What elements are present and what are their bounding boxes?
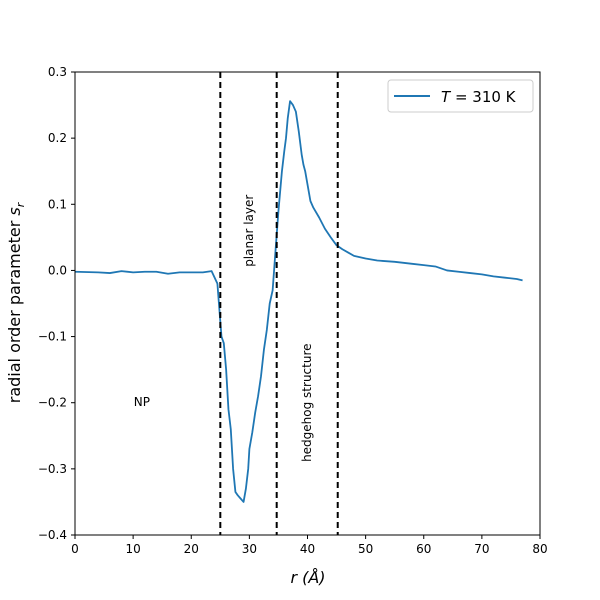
y-axis-label: radial order parameter sr xyxy=(5,201,27,403)
legend-label: T = 310 K xyxy=(441,88,517,106)
x-tick-label: 10 xyxy=(125,542,140,556)
region-annotation: hedgehog structure xyxy=(300,343,314,461)
y-tick-label: −0.3 xyxy=(38,462,67,476)
y-tick-label: 0.0 xyxy=(48,263,67,277)
x-axis-label: r (Å) xyxy=(290,568,325,587)
plot-frame xyxy=(74,71,541,536)
x-tick-label: 50 xyxy=(358,542,373,556)
y-tick-label: 0.3 xyxy=(48,65,67,79)
y-tick-label: −0.4 xyxy=(38,528,67,542)
x-tick-label: 30 xyxy=(242,542,257,556)
legend: T = 310 K xyxy=(387,79,534,113)
x-tick-label: 40 xyxy=(300,542,315,556)
x-tick-label: 60 xyxy=(416,542,431,556)
y-axis: −0.4 −0.3 −0.2 −0.1 0.0 0.1 0.2 0.3 xyxy=(38,65,75,542)
series-line xyxy=(74,100,523,503)
region-annotation: planar layer xyxy=(242,195,256,267)
y-tick-label: −0.2 xyxy=(38,396,67,410)
x-tick-label: 0 xyxy=(71,542,79,556)
region-annotation: NP xyxy=(134,395,150,409)
y-tick-label: 0.1 xyxy=(48,197,67,211)
x-tick-label: 80 xyxy=(532,542,547,556)
y-tick-label: −0.1 xyxy=(38,330,67,344)
x-tick-label: 70 xyxy=(474,542,489,556)
legend-box xyxy=(387,79,534,113)
x-tick-label: 20 xyxy=(184,542,199,556)
x-axis: 0 10 20 30 40 50 60 70 80 xyxy=(71,535,548,556)
y-tick-label: 0.2 xyxy=(48,131,67,145)
plot-area: NP planar layer hedgehog structure xyxy=(74,71,541,536)
